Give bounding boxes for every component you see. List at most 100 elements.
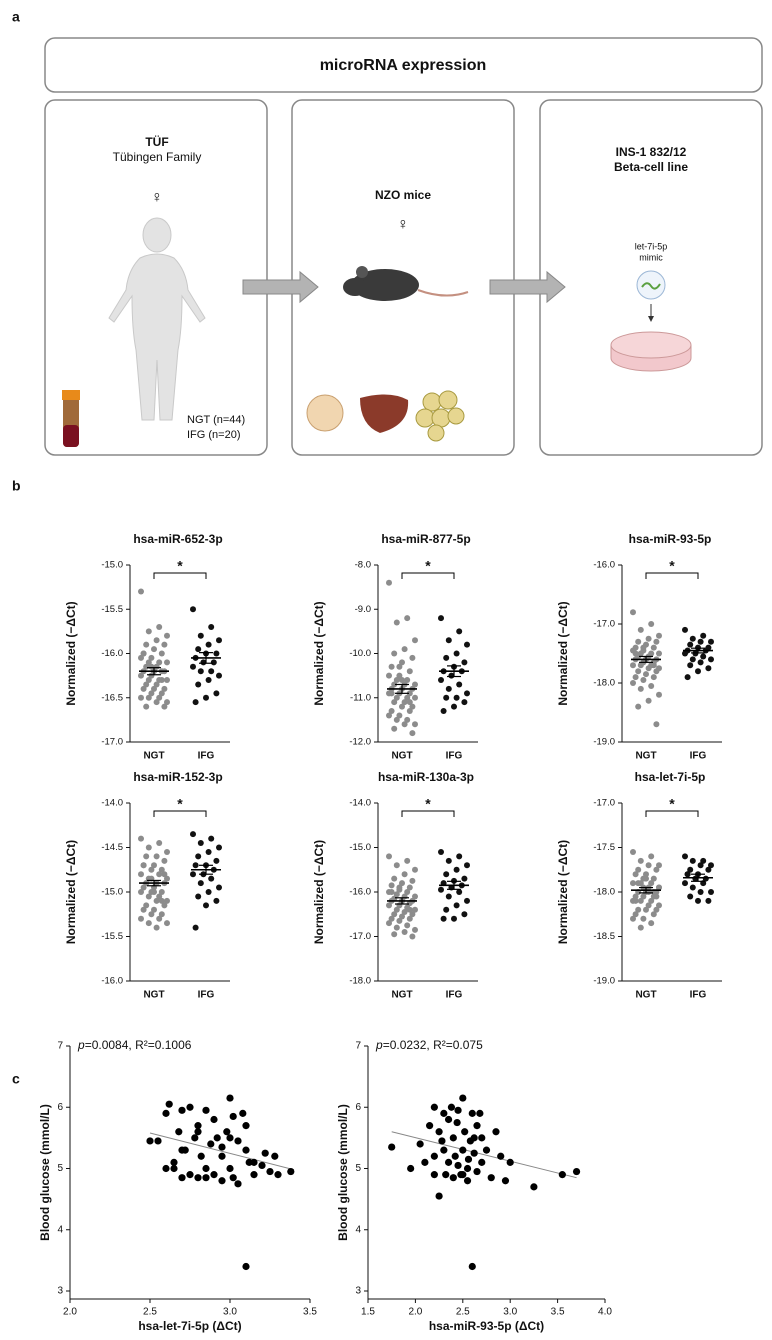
data-point [689,635,696,642]
data-point [145,628,152,635]
data-point [459,1171,467,1179]
data-point [393,906,400,913]
data-point [442,1171,450,1179]
data-point [635,906,642,913]
x-tick-label: IFG [198,751,215,762]
data-point [148,911,155,918]
y-tick-label: -14.0 [349,798,371,809]
data-point [700,857,707,864]
data-point [191,1134,199,1142]
data-point [435,1128,443,1136]
significance-bracket [645,810,699,817]
trend-line [149,1132,295,1171]
data-point [643,906,649,913]
data-point [409,877,416,884]
data-point [399,677,405,684]
data-point [406,699,413,706]
data-point [208,835,215,842]
data-point [156,871,163,878]
data-point [637,924,644,931]
data-point [645,902,652,909]
data-point [250,1171,258,1179]
data-point [386,902,392,909]
data-point [440,915,447,922]
group-label: IFG (n=20) [187,429,241,441]
data-point [192,862,199,869]
data-point [208,875,215,882]
data-point [650,875,657,882]
data-point [391,875,398,882]
data-point [682,880,688,887]
data-point [145,659,152,666]
y-tick-label: -15.0 [349,842,371,853]
data-point [208,623,215,630]
data-point [687,662,694,669]
data-point [635,866,642,873]
y-axis-label: Normalized (−ΔCt) [556,840,570,944]
data-point [242,1122,250,1130]
data-point [202,1174,210,1182]
box-title: TÜF [145,134,168,149]
data-point [226,1164,234,1173]
y-tick-label: 6 [355,1102,361,1113]
data-point [412,721,418,728]
data-point [697,638,704,645]
panel-label: b [12,478,21,494]
data-point [197,880,204,887]
data-point [656,902,662,909]
data-point [153,853,160,860]
data-point [643,671,649,678]
data-point [407,1164,415,1173]
box-title: INS-1 832/12 [616,145,687,159]
data-point [687,641,694,648]
data-point [459,1146,467,1154]
data-point [138,672,144,679]
data-point [453,694,460,701]
data-point [223,1128,231,1136]
y-tick-label: 5 [57,1163,63,1174]
data-point [454,1161,462,1170]
chart-title: hsa-miR-652-3p [133,532,222,546]
group-label: NGT (n=44) [187,414,245,426]
data-point [216,844,222,851]
box-subtitle: Tübingen Family [113,150,202,164]
significance-bracket [153,572,207,579]
data-point [148,690,155,697]
annotation: p=0.0232, R²=0.075 [375,1038,483,1052]
data-point [143,703,150,710]
data-point [200,659,207,666]
x-tick-label: 3.5 [551,1307,565,1318]
data-point [456,681,463,688]
arrow [242,270,319,304]
data-point [632,893,639,900]
data-point [145,844,152,851]
y-tick-label: -16.0 [101,976,123,987]
data-point [705,897,712,904]
data-point [653,906,660,913]
y-tick-label: -16.0 [593,560,615,571]
data-point [451,915,457,922]
y-tick-label: 4 [57,1224,63,1235]
data-point [391,650,398,657]
y-axis-label: Blood glucose (mmol/L) [38,1104,52,1241]
data-point [393,619,400,626]
data-point [178,1174,186,1182]
data-point [197,840,204,847]
data-point [459,1094,467,1102]
data-point [461,875,468,882]
data-point [426,1122,434,1130]
data-point [401,699,408,706]
sex-symbol: ♀ [151,189,163,206]
data-point [630,915,636,922]
data-point [162,1164,170,1173]
data-point [229,1174,237,1182]
data-point [158,650,165,657]
data-point [630,848,636,855]
data-point [226,1134,234,1142]
data-point [653,638,660,645]
data-point [445,637,452,644]
y-tick-label: -10.0 [349,648,371,659]
data-point [202,1106,210,1114]
data-point [697,889,704,895]
data-point [645,697,652,704]
